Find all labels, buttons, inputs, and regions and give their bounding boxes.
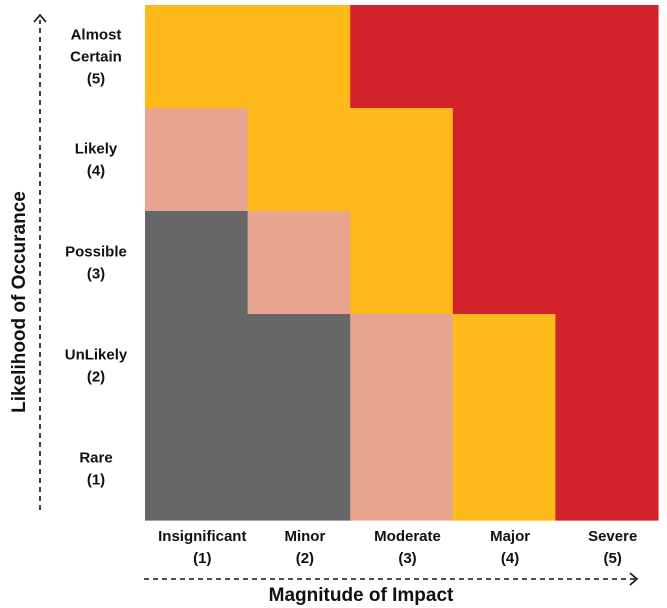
matrix-cell-extreme [452, 211, 556, 315]
matrix-cell-extreme [555, 417, 659, 521]
impact-label: Major (4) [490, 528, 530, 567]
matrix-cell-high [350, 211, 454, 315]
matrix-cell-extreme [555, 5, 659, 109]
matrix-cell-medium [350, 417, 454, 521]
likelihood-label: Likely (4) [75, 141, 118, 180]
matrix-cell-extreme [452, 108, 556, 212]
matrix-cell-high [452, 417, 556, 521]
matrix-cell-medium [145, 108, 249, 212]
matrix-cell-extreme [555, 211, 659, 315]
impact-label: Moderate (3) [374, 528, 441, 567]
likelihood-label: Almost Certain (5) [70, 27, 122, 88]
matrix-cell-extreme [350, 5, 454, 109]
matrix-cell-low [247, 314, 351, 418]
matrix-cell-high [247, 108, 351, 212]
matrix-cell-low [145, 417, 249, 521]
y-axis-arrow [33, 13, 47, 510]
matrix-cell-extreme [555, 314, 659, 418]
matrix-cell-high [145, 5, 249, 109]
matrix-cell-medium [350, 314, 454, 418]
likelihood-labels: Almost Certain (5) Likely (4) Possible (3) UnLi… [65, 27, 128, 489]
matrix-cell-low [247, 417, 351, 521]
y-axis-title: Likelihood of Occurance [9, 191, 30, 413]
impact-labels: Insignificant (1) Minor (2) Moderate (3) Major… [158, 528, 637, 567]
matrix-cell-high [350, 108, 454, 212]
impact-label: Minor (2) [284, 528, 325, 567]
matrix-cell-extreme [452, 5, 556, 109]
likelihood-label: Rare (1) [79, 450, 112, 489]
matrix-cell-low [145, 211, 249, 315]
matrix-cell-low [145, 314, 249, 418]
x-axis-arrow [144, 572, 639, 586]
matrix-cell-extreme [555, 108, 659, 212]
impact-label: Insignificant (1) [158, 528, 246, 567]
x-axis-title: Magnitude of Impact [269, 585, 454, 606]
likelihood-label: Possible (3) [65, 244, 127, 283]
likelihood-label: UnLikely (2) [65, 347, 128, 386]
matrix-cell-medium [247, 211, 351, 315]
matrix-cells [145, 5, 659, 521]
matrix-cell-high [247, 5, 351, 109]
impact-label: Severe (5) [588, 528, 637, 567]
matrix-cell-high [452, 314, 556, 418]
